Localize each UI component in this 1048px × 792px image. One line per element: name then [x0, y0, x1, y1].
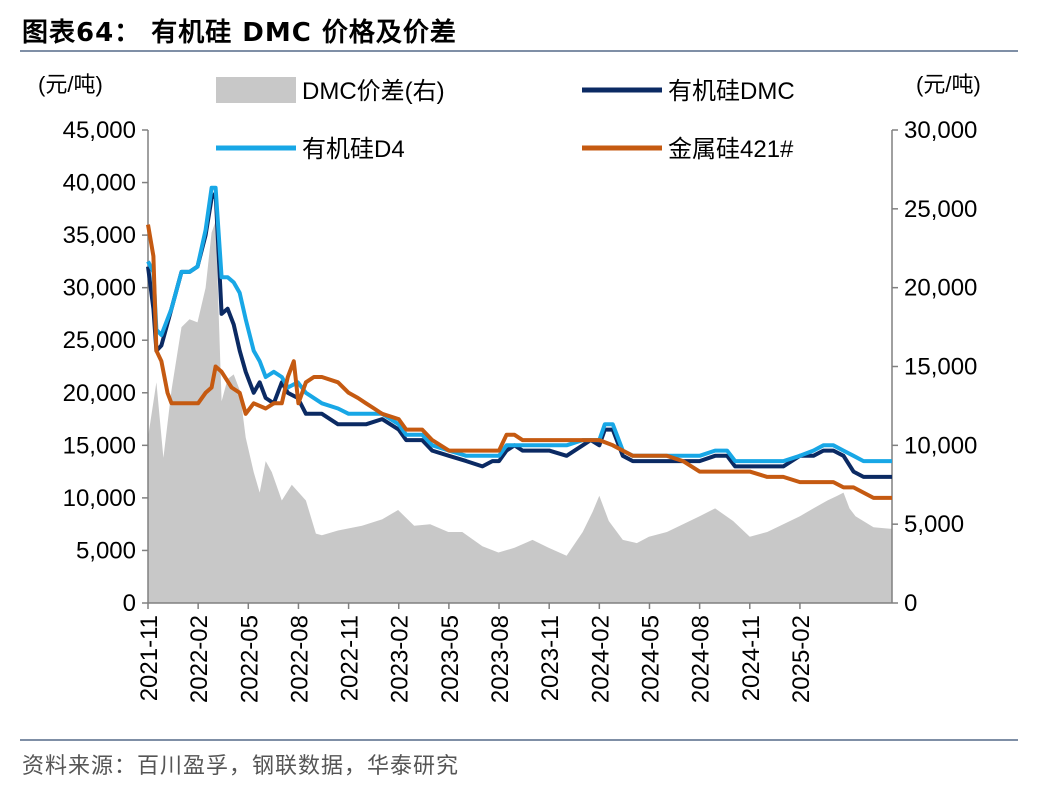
- left-tick-label: 10,000: [63, 485, 136, 512]
- x-tick-label: 2021-11: [136, 615, 163, 701]
- series-area-dmc-spread: [148, 221, 892, 603]
- x-tick-label: 2024-08: [688, 615, 715, 703]
- right-tick-label: 15,000: [904, 354, 977, 381]
- left-tick-label: 0: [123, 590, 136, 617]
- legend-label: DMC价差(右): [302, 78, 445, 105]
- lines-layer: [146, 185, 892, 500]
- right-tick-label: 25,000: [904, 196, 977, 223]
- x-tick-label: 2022-08: [286, 615, 313, 703]
- left-tick-label: 15,000: [63, 432, 136, 459]
- x-tick-label: 2024-11: [738, 615, 765, 701]
- left-tick-label: 40,000: [63, 170, 136, 197]
- x-tick-label: 2024-02: [587, 615, 614, 703]
- area-layer: [148, 221, 892, 603]
- x-tick-label: 2022-02: [186, 615, 213, 703]
- right-tick-label: 30,000: [904, 117, 977, 144]
- left-tick-label: 30,000: [63, 275, 136, 302]
- x-tick-label: 2023-08: [487, 615, 514, 703]
- title-divider: [20, 50, 1018, 52]
- footer-divider: [20, 739, 1018, 741]
- right-axis-unit: (元/吨): [916, 72, 981, 97]
- legend-swatch-area: [216, 77, 296, 103]
- x-tick-label: 2025-02: [788, 615, 815, 703]
- right-tick-label: 20,000: [904, 275, 977, 302]
- series-line-3: [146, 224, 892, 500]
- legend-label: 有机硅D4: [302, 136, 405, 163]
- x-tick-label: 2022-11: [337, 615, 364, 701]
- left-tick-label: 5,000: [76, 537, 136, 564]
- source-note: 资料来源：百川盈孚，钢联数据，华泰研究: [22, 754, 460, 779]
- left-tick-label: 25,000: [63, 327, 136, 354]
- series-line-1: [146, 191, 892, 479]
- right-tick-label: 5,000: [904, 511, 964, 538]
- x-tick-label: 2023-05: [437, 615, 464, 703]
- right-tick-label: 0: [904, 590, 917, 617]
- legend-label: 金属硅421#: [668, 136, 794, 163]
- left-tick-label: 35,000: [63, 222, 136, 249]
- legend: DMC价差(右) 有机硅DMC 有机硅D4 金属硅421#: [216, 77, 795, 163]
- left-tick-label: 45,000: [63, 117, 136, 144]
- right-tick-label: 10,000: [904, 432, 977, 459]
- left-tick-label: 20,000: [63, 380, 136, 407]
- chart-title: 图表64： 有机硅 DMC 价格及价差: [22, 18, 457, 48]
- axes-layer: 0 5,000 10,000 15,000 20,000 25,000 30,000 35,0…: [63, 117, 978, 703]
- series-line-2: [146, 185, 892, 464]
- x-tick-label: 2023-11: [537, 615, 564, 701]
- left-axis-unit: (元/吨): [38, 72, 103, 97]
- x-tick-label: 2024-05: [638, 615, 665, 703]
- x-tick-label: 2022-05: [236, 615, 263, 703]
- x-tick-label: 2023-02: [387, 615, 414, 703]
- legend-label: 有机硅DMC: [668, 78, 795, 105]
